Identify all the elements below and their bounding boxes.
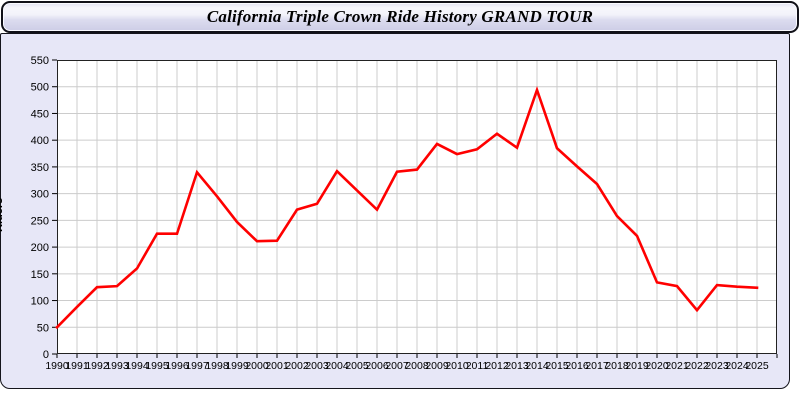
svg-text:2000: 2000 [245,360,269,372]
svg-text:2003: 2003 [305,360,329,372]
plot-border [57,60,777,354]
line-chart: 0501001502002503003504004505005501990199… [31,55,778,372]
plot-area: 0 50 100 150 200 250 300 350 400 450 500 550 1990 199… [31,55,778,372]
svg-text:2021: 2021 [665,360,689,372]
svg-text:1993: 1993 [105,360,129,372]
svg-text:2007: 2007 [385,360,409,372]
svg-text:150: 150 [31,269,49,281]
svg-text:300: 300 [31,189,49,201]
y-axis-tick-labels: 0 50 100 150 200 250 300 350 400 450 500 550 [31,55,49,361]
svg-text:2004: 2004 [325,360,349,372]
svg-text:2023: 2023 [705,360,729,372]
svg-text:50: 50 [37,322,49,334]
svg-text:1992: 1992 [85,360,109,372]
svg-text:2018: 2018 [605,360,629,372]
svg-text:2009: 2009 [425,360,449,372]
svg-text:400: 400 [31,135,49,147]
riders-line-series [55,85,759,330]
svg-text:1998: 1998 [205,360,229,372]
svg-text:2010: 2010 [445,360,469,372]
svg-text:2014: 2014 [525,360,549,372]
svg-text:1996: 1996 [165,360,189,372]
svg-text:2013: 2013 [505,360,529,372]
svg-text:2020: 2020 [645,360,669,372]
svg-text:2008: 2008 [405,360,429,372]
svg-text:500: 500 [31,82,49,94]
svg-text:250: 250 [31,215,49,227]
svg-text:2001: 2001 [265,360,289,372]
chart-title: California Triple Crown Ride History GRA… [206,7,594,26]
svg-text:2022: 2022 [685,360,709,372]
chart-panel: Riders 0 50 100 150 200 250 300 350 400 450 500 550… [0,33,790,389]
chart-title-bar: California Triple Crown Ride History GRA… [1,1,799,33]
svg-text:1991: 1991 [65,360,89,372]
svg-text:2011: 2011 [466,360,489,372]
svg-text:350: 350 [31,162,49,174]
svg-text:450: 450 [31,108,49,120]
axis-ticks [52,59,778,358]
svg-text:2002: 2002 [285,360,309,372]
svg-text:2006: 2006 [365,360,389,372]
svg-text:100: 100 [31,296,49,308]
svg-text:2024: 2024 [725,360,749,372]
svg-text:2015: 2015 [545,360,569,372]
svg-text:550: 550 [31,55,49,67]
svg-text:1995: 1995 [145,360,169,372]
svg-text:0: 0 [43,349,49,361]
svg-text:2025: 2025 [745,360,769,372]
svg-text:2005: 2005 [345,360,369,372]
svg-text:1997: 1997 [185,360,209,372]
svg-text:1999: 1999 [225,360,249,372]
svg-text:1990: 1990 [45,360,69,372]
svg-text:2012: 2012 [485,360,509,372]
svg-text:2019: 2019 [625,360,649,372]
svg-text:2017: 2017 [585,360,609,372]
svg-text:200: 200 [31,242,49,254]
gridlines [57,60,777,354]
svg-text:1994: 1994 [125,360,149,372]
x-axis-tick-labels: 1990199119921993199419951996199719981999… [45,360,769,372]
svg-text:2016: 2016 [565,360,589,372]
